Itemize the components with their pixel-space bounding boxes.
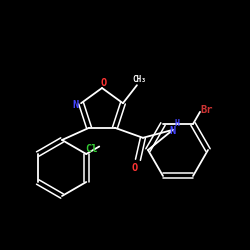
Text: Br: Br [201,105,213,115]
Text: CH₃: CH₃ [132,75,146,84]
Text: N: N [170,126,176,136]
Text: O: O [101,78,107,88]
Text: N: N [72,100,78,110]
Text: O: O [132,163,138,173]
Text: H: H [174,119,180,128]
Text: Cl: Cl [85,144,98,154]
